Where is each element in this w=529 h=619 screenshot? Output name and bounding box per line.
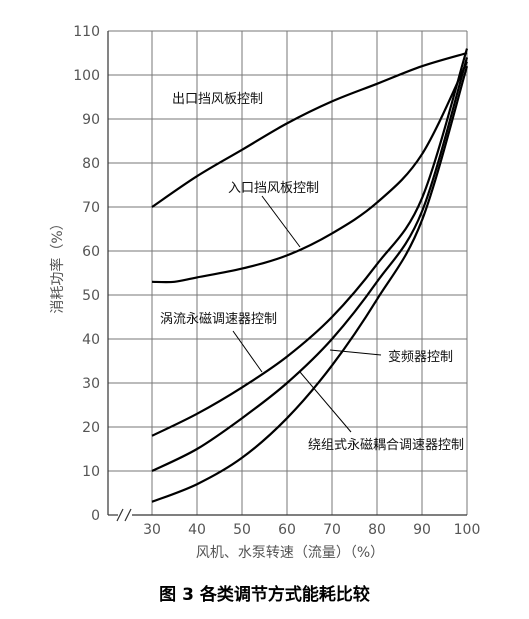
y-tick-label-80: 80 [82, 156, 100, 172]
series-annotation-1: 出口挡风板控制 [172, 92, 263, 107]
x-tick-label-100: 100 [454, 522, 481, 538]
annotation-leader-2 [232, 330, 263, 373]
series-annotation-3: 涡流永磁调速器控制 [160, 312, 277, 327]
x-tick-label-40: 40 [188, 522, 206, 538]
y-tick-label-60: 60 [82, 244, 100, 260]
y-tick-label-50: 50 [82, 288, 100, 304]
annotation-leader-1 [261, 195, 301, 248]
annotation-leaders [232, 195, 382, 433]
annotation-leader-3 [329, 349, 382, 356]
y-tick-label-0: 0 [91, 508, 100, 524]
y-tick-label-30: 30 [82, 376, 100, 392]
x-tick-label-50: 50 [233, 522, 251, 538]
x-tick-label-60: 60 [278, 522, 296, 538]
series-line-2 [151, 61, 468, 284]
y-tick-label-70: 70 [82, 200, 100, 216]
series-lines [151, 48, 469, 503]
axes [107, 31, 467, 522]
annotation-leader-4 [299, 371, 352, 433]
x-tick-label-30: 30 [143, 522, 161, 538]
tick-labels: 0 10 20 30 40 50 60 70 80 90 100 110 30 40 50 60 70 80 90 1… [73, 24, 480, 538]
y-tick-label-10: 10 [82, 464, 100, 480]
figure-caption: 图 3 各类调节方式能耗比较 [159, 585, 370, 605]
series-annotation-4: 变频器控制 [388, 349, 453, 365]
y-tick-label-20: 20 [82, 420, 100, 436]
axis-break-mark [116, 508, 132, 522]
y-tick-label-100: 100 [73, 68, 100, 84]
series-annotation-2: 入口挡风板控制 [228, 181, 319, 196]
x-tick-label-70: 70 [323, 522, 341, 538]
series-line-4 [151, 57, 469, 472]
series-line-5 [151, 65, 469, 503]
x-tick-label-90: 90 [413, 522, 431, 538]
x-axis-label: 风机、水泵转速（流量）（%） [196, 545, 384, 561]
y-tick-label-90: 90 [82, 112, 100, 128]
series-line-3 [151, 48, 469, 437]
y-tick-label-110: 110 [73, 24, 100, 40]
series-annotation-5: 绕组式永磁耦合调速器控制 [308, 438, 464, 453]
x-tick-label-80: 80 [368, 522, 386, 538]
y-axis-label: 消耗功率（%） [49, 216, 66, 313]
y-tick-label-40: 40 [82, 332, 100, 348]
grid [108, 30, 468, 515]
series-line-1 [151, 51, 468, 208]
